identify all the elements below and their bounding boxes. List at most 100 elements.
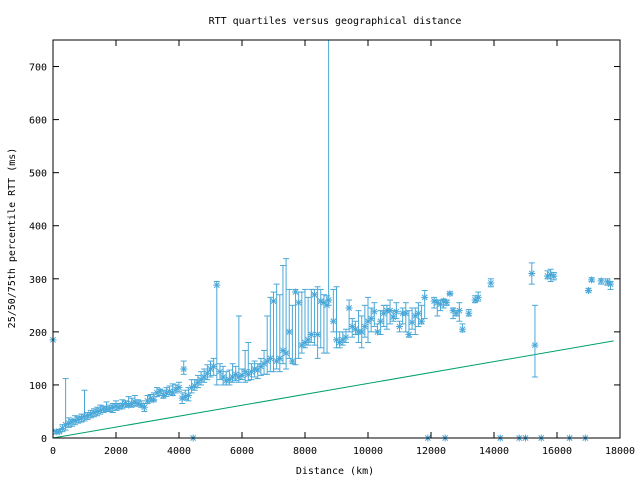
data-point — [333, 286, 340, 349]
median-marker — [325, 296, 333, 304]
data-point — [260, 349, 268, 375]
marker-stroke — [446, 290, 453, 297]
marker-stroke — [371, 308, 378, 315]
data-point — [550, 271, 558, 281]
median-marker — [597, 277, 605, 285]
marker-stroke — [317, 298, 324, 305]
median-marker — [446, 290, 454, 298]
data-point — [288, 304, 296, 365]
median-marker — [345, 304, 353, 312]
median-marker — [180, 365, 188, 373]
median-marker — [175, 384, 183, 392]
data-point — [184, 387, 192, 402]
median-marker — [408, 318, 416, 326]
data-point — [235, 315, 243, 383]
marker-stroke — [475, 294, 482, 301]
marker-stroke — [308, 331, 315, 338]
x-tick-label: 2000 — [104, 446, 128, 457]
marker-stroke — [320, 299, 327, 306]
data-point — [531, 304, 539, 378]
median-marker — [295, 299, 303, 307]
median-marker — [200, 373, 208, 381]
median-marker — [367, 315, 375, 323]
marker-stroke — [415, 310, 422, 317]
marker-stroke — [402, 310, 409, 317]
data-point — [408, 307, 416, 330]
data-point — [414, 302, 422, 328]
data-point — [140, 403, 148, 412]
marker-stroke — [440, 298, 447, 305]
data-point — [62, 378, 70, 431]
marker-stroke — [267, 355, 274, 362]
median-marker — [405, 331, 413, 339]
data-point — [310, 288, 318, 346]
marker-stroke — [330, 318, 337, 325]
median-marker — [459, 325, 466, 333]
marker-stroke — [409, 319, 416, 326]
data-point — [257, 357, 265, 376]
marker-stroke — [147, 395, 154, 402]
data-point — [301, 288, 309, 349]
marker-stroke — [604, 279, 611, 285]
median-marker — [588, 276, 596, 284]
median-marker — [487, 279, 495, 287]
median-marker — [443, 299, 451, 307]
marker-stroke — [421, 294, 428, 301]
marker-stroke — [305, 336, 312, 343]
data-point — [588, 276, 596, 284]
data-point — [325, 39, 333, 306]
median-marker — [421, 293, 429, 301]
marker-stroke — [361, 323, 368, 330]
data-point — [276, 294, 284, 373]
data-point — [93, 406, 101, 417]
x-tick-label: 0 — [50, 446, 56, 457]
marker-stroke — [279, 347, 286, 354]
data-point — [317, 288, 325, 349]
marker-stroke — [122, 400, 129, 407]
data-point — [279, 265, 287, 365]
median-marker — [276, 354, 284, 362]
marker-stroke — [176, 384, 182, 391]
median-marker — [150, 396, 158, 404]
data-point — [440, 297, 448, 309]
data-point — [528, 262, 536, 285]
x-axis-label: Distance (km) — [296, 466, 374, 477]
marker-stroke — [443, 299, 450, 306]
marker-stroke — [390, 314, 397, 320]
median-marker — [304, 336, 312, 344]
marker-stroke — [314, 331, 321, 338]
median-marker — [396, 323, 403, 331]
median-marker — [310, 291, 318, 299]
marker-stroke — [150, 396, 157, 403]
y-tick-label: 200 — [29, 328, 47, 339]
median-marker — [238, 371, 246, 379]
marker-stroke — [216, 368, 223, 375]
data-point — [273, 283, 281, 370]
y-tick-label: 0 — [41, 434, 47, 445]
marker-stroke — [292, 289, 299, 296]
data-point — [65, 417, 73, 428]
median-marker — [140, 403, 148, 411]
data-point — [156, 387, 164, 397]
marker-stroke — [295, 299, 302, 306]
median-marker — [414, 309, 422, 317]
marker-stroke — [358, 328, 365, 335]
marker-stroke — [342, 334, 349, 341]
y-tick-label: 600 — [29, 116, 47, 127]
marker-stroke — [528, 270, 535, 277]
marker-stroke — [289, 358, 296, 365]
plot-content — [49, 39, 615, 442]
median-marker — [418, 317, 426, 325]
median-marker — [585, 286, 592, 294]
marker-stroke — [550, 273, 557, 280]
data-point — [487, 278, 495, 288]
marker-stroke — [204, 370, 211, 377]
axes: 0 2000 4000 6000 8000 10000 12000 14000 16000 180… — [29, 39, 635, 457]
data-point — [304, 296, 312, 346]
data-point — [153, 387, 161, 398]
data-point — [370, 302, 378, 328]
marker-stroke — [465, 310, 472, 317]
plot-frame — [52, 39, 621, 439]
median-marker — [455, 307, 463, 315]
